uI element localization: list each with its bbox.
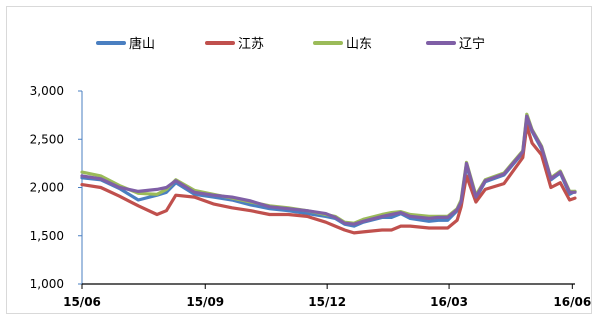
legend-label-1: 江苏 xyxy=(238,36,264,52)
series-line-2 xyxy=(80,112,577,225)
y-tick-label: 3,000 xyxy=(30,84,64,98)
y-tick-label: 2,500 xyxy=(30,132,64,146)
y-tick-label: 1,000 xyxy=(30,277,64,291)
x-tick-label: 16/03 xyxy=(430,295,468,309)
axes: 1,000 1,500 2,000 2,500 3,000 15/06 15/09 15/12… xyxy=(30,84,592,309)
x-tick-label: 15/09 xyxy=(186,295,224,309)
series-line-0 xyxy=(80,116,577,228)
legend-label-2: 山东 xyxy=(346,37,372,52)
x-tick-label: 16/06 xyxy=(553,295,591,309)
y-tick-label: 1,500 xyxy=(30,229,64,243)
y-tick-label: 2,000 xyxy=(30,181,64,195)
series-line-3 xyxy=(80,114,577,226)
chart-border xyxy=(6,6,592,314)
legend-label-0: 唐山 xyxy=(129,36,155,52)
legend-label-3: 辽宁 xyxy=(459,36,485,52)
plot-area xyxy=(80,112,577,235)
x-tick-label: 15/12 xyxy=(308,295,346,309)
x-tick-label: 15/06 xyxy=(63,295,101,309)
legend: 唐山 江苏 山东 辽宁 xyxy=(96,36,485,52)
